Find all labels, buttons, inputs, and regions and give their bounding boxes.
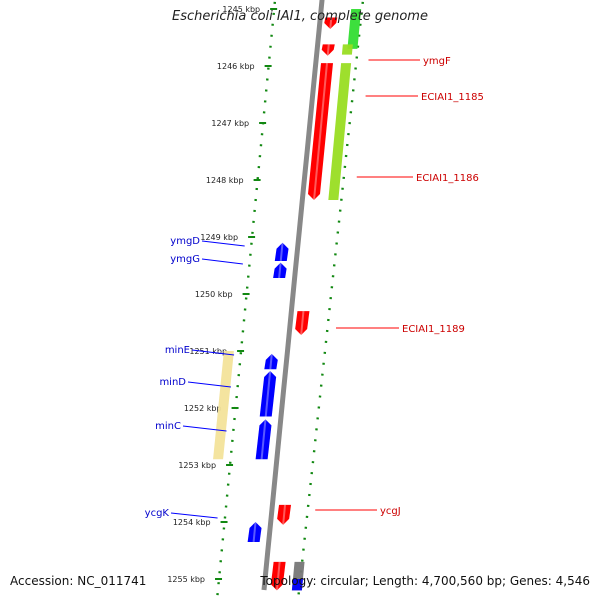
reverse-gene-label: minD xyxy=(159,377,186,388)
reverse-gene-ymgG-shade xyxy=(278,262,282,279)
reverse-leader-line xyxy=(170,512,218,519)
tick-label: 1252 kbp xyxy=(184,404,222,413)
forward-gene-ECIAI1_1185-shade xyxy=(326,44,330,56)
reverse-gene-label: ymgD xyxy=(170,236,200,247)
tick-label: 1253 kbp xyxy=(178,461,216,470)
forward-gene-unnamed xyxy=(270,561,286,591)
reverse-gene-minE xyxy=(264,353,278,370)
feature-reverse xyxy=(291,579,303,591)
reverse-gene-ycgK xyxy=(247,522,262,542)
genome-title: Escherichia coli IAI1, complete genome xyxy=(172,9,428,24)
reverse-gene-minC xyxy=(255,419,272,460)
forward-gene-label: ycgJ xyxy=(380,506,401,517)
accession-label: Accession: NC_011741 xyxy=(10,574,147,588)
feature-intergenic xyxy=(213,351,234,460)
reverse-gene-ymgD xyxy=(274,242,289,261)
forward-gene-label: ymgF xyxy=(423,56,451,67)
forward-gene-ycgJ xyxy=(277,504,292,525)
genome-summary-label: Topology: circular; Length: 4,700,560 bp… xyxy=(260,574,590,588)
reverse-gene-minC-shade xyxy=(260,419,267,460)
feature-pseudo xyxy=(328,63,352,200)
tick-label: 1255 kbp xyxy=(167,575,205,584)
feature-rna xyxy=(347,9,362,49)
forward-gene-unnamed-shade xyxy=(275,561,281,591)
forward-gene-ECIAI1_1186 xyxy=(308,63,334,200)
reverse-leader-line xyxy=(187,381,231,388)
tick-label: 1248 kbp xyxy=(206,176,244,185)
reverse-leader-line xyxy=(201,240,245,247)
tick-label: 1254 kbp xyxy=(173,518,211,527)
forward-gene-label: ECIAI1_1185 xyxy=(421,92,484,103)
tick-label: 1246 kbp xyxy=(217,62,255,71)
reverse-gene-ymgD-shade xyxy=(279,242,284,262)
reverse-leader-line xyxy=(201,258,243,265)
reverse-gene-label: ycgK xyxy=(145,508,170,519)
reverse-gene-minD xyxy=(259,370,277,417)
tick-label: 1245 kbp xyxy=(222,5,260,14)
reverse-leader-line xyxy=(191,349,235,356)
forward-gene-ECIAI1_1186-shade xyxy=(313,63,328,201)
forward-gene-ymgF xyxy=(324,17,338,29)
forward-gene-label: ECIAI1_1189 xyxy=(402,324,465,335)
tick-label: 1249 kbp xyxy=(200,233,238,242)
forward-gene-label: ECIAI1_1186 xyxy=(416,173,479,184)
forward-gene-ECIAI1_1185 xyxy=(321,44,335,56)
reverse-gene-ycgK-shade xyxy=(252,521,257,543)
forward-gene-ECIAI1_1189 xyxy=(295,311,310,336)
tick-ring xyxy=(215,0,277,600)
tick-label: 1247 kbp xyxy=(211,119,249,128)
reverse-gene-ymgG xyxy=(273,262,287,279)
forward-gene-ycgJ-shade xyxy=(282,504,287,525)
reverse-gene-minD-shade xyxy=(264,370,272,417)
reverse-gene-label: minE xyxy=(165,345,190,356)
reverse-gene-minE-shade xyxy=(269,353,273,370)
forward-gene-ymgF-shade xyxy=(329,17,333,30)
feature-pseudo xyxy=(341,44,353,55)
forward-gene-ECIAI1_1189-shade xyxy=(300,311,305,336)
reverse-leader-line xyxy=(182,425,227,432)
reverse-gene-label: ymgG xyxy=(170,254,200,265)
genome-backbone xyxy=(261,0,325,591)
tick-label: 1250 kbp xyxy=(195,290,233,299)
reverse-gene-label: minC xyxy=(155,421,181,432)
